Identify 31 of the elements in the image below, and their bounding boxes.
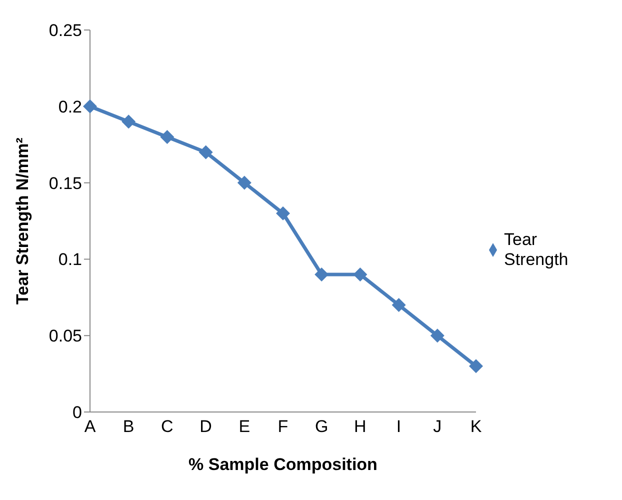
x-tick-label: C [161,417,174,436]
point [353,267,368,282]
x-tick-label: D [200,417,212,436]
x-tick-label: G [314,417,328,436]
point [122,114,136,129]
point [392,298,406,312]
point [314,267,329,282]
point [198,145,213,160]
x-tick-label: E [238,417,250,436]
x-tick-label: J [433,417,442,436]
y-tick-label: 0.1 [58,250,82,270]
point [430,328,444,343]
y-tick-label: 0.2 [58,97,82,116]
x-axis-title: % Sample Composition [188,455,378,474]
x-tick-label: B [122,417,134,436]
point [237,176,252,190]
x-tick-label: H [354,417,366,436]
x-tick-label: F [278,417,288,436]
point [83,99,97,114]
y-tick-label: 0 [72,403,82,422]
y-tick-label: 0.15 [48,174,82,193]
y-tick-label: 0.05 [48,326,82,346]
x-tick-label: A [84,417,96,436]
y-axis-title: Tear Strength N/mm² [13,137,32,304]
point [276,206,290,220]
point [469,359,483,374]
x-tick-label: K [470,417,482,436]
x-tick-label: I [396,417,402,436]
y-tick-label: 0.25 [48,21,82,40]
point [160,130,174,144]
legend-label: Tear Strength [504,230,570,270]
